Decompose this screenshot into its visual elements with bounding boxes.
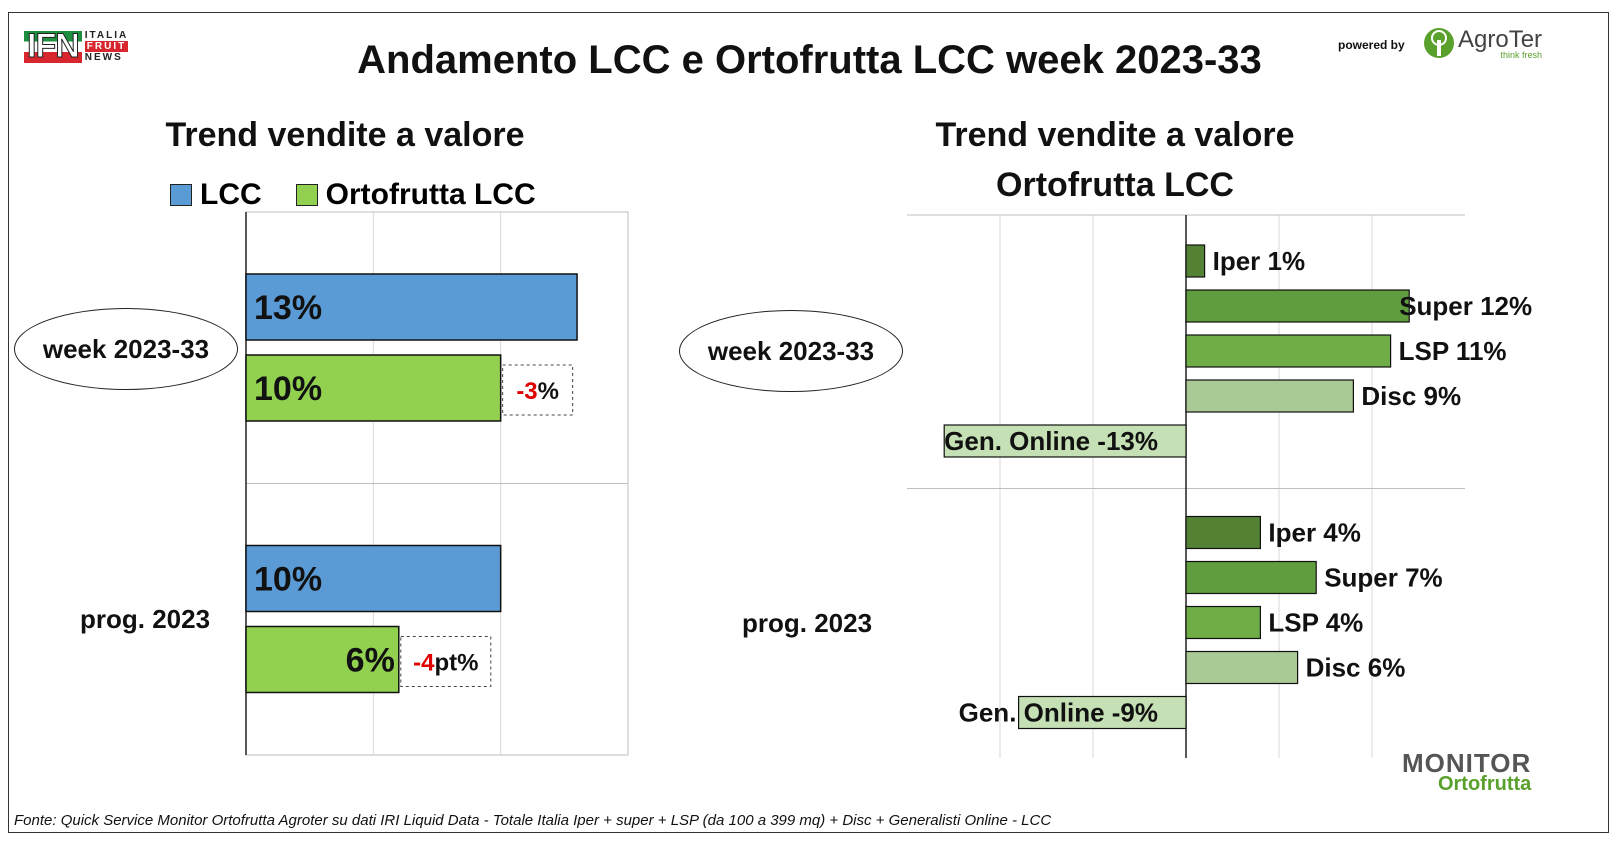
delta-annotation: -4pt% [413,650,478,677]
agroter-logo-tagline: think fresh [1500,50,1543,60]
ifn-logo-words: ITALIA FRUIT NEWS [84,30,129,63]
delta-annotation: -3% [516,378,559,405]
bar-iper [1185,244,1206,278]
ifn-logo-line: ITALIA [84,30,129,41]
bar-value-label: Iper 1% [1213,246,1306,276]
category-label-prog-left: prog. 2023 [80,604,211,634]
bar-lcc [245,544,502,613]
bar-value-label: LSP 11% [1399,336,1507,366]
bar-value-label: 13% [254,289,322,327]
ifn-logo-line: NEWS [84,52,123,63]
bar-value-label: Super 7% [1324,563,1443,593]
legend-item-lcc: LCC [170,178,262,212]
category-label-prog-right: prog. 2023 [742,608,873,638]
bar-value-label: Gen. Online -9% [959,698,1158,728]
bar-ortofrutta [245,354,502,422]
ifn-logo: IFN ITALIA FRUIT NEWS [24,27,129,66]
bar-disc [1185,379,1354,413]
bar-lsp [1185,334,1392,368]
bar-value-label: Gen. Online -13% [944,426,1158,456]
bar-value-label: Disc 6% [1306,653,1406,683]
bar-value-label: 6% [346,642,395,680]
powered-by-label: powered by [1338,38,1405,52]
bar-ortofrutta [245,625,400,694]
agroter-logo: AgroTer think fresh [1422,26,1542,60]
agroter-logo-text: AgroTer think fresh [1458,26,1542,60]
tree-icon [1424,28,1454,58]
ifn-logo-text: IFN [27,27,81,66]
bar-lsp [1185,605,1262,640]
monitor-logo-line1: MONITOR [1402,748,1532,778]
legend-label-lcc: LCC [200,178,262,211]
chart-frame [8,12,1609,833]
monitor-logo: MONITOR Ortofrutta [1402,748,1531,796]
bar-gen-online [943,424,1187,458]
right-chart-title-line2: Ortofrutta LCC [996,166,1234,204]
delta-annotation-box [400,636,492,687]
source-note: Fonte: Quick Service Monitor Ortofrutta … [14,812,1052,829]
bar-value-label: Iper 4% [1268,518,1361,548]
bar-lcc [245,273,578,341]
page-title: Andamento LCC e Ortofrutta LCC week 2023… [357,38,1262,82]
agroter-logo-name: AgroTer [1458,26,1543,53]
legend: LCC Ortofrutta LCC [170,178,570,212]
bar-value-label: Disc 9% [1361,381,1461,411]
ifn-logo-mark: IFN [24,27,82,66]
category-ellipse-week-left: week 2023-33 [14,308,238,390]
legend-swatch-lcc [170,184,192,206]
legend-swatch-ortofrutta [295,184,318,206]
bar-super [1185,560,1317,595]
bar-disc [1185,650,1299,685]
bar-value-label: Super 12% [1399,291,1532,321]
left-chart-title: Trend vendite a valore [165,116,525,154]
bar-value-label: LSP 4% [1268,608,1363,638]
bar-super [1185,289,1410,323]
legend-label-ortofrutta: Ortofrutta LCC [325,178,536,211]
bar-gen-online [1017,695,1187,730]
category-ellipse-week-right: week 2023-33 [679,310,903,392]
legend-item-ortofrutta: Ortofrutta LCC [295,178,536,212]
right-chart-title-line1: Trend vendite a valore [935,116,1295,154]
bar-value-label: 10% [254,370,322,408]
bar-value-label: 10% [254,561,322,599]
delta-annotation-box [502,364,574,416]
bar-iper [1185,515,1262,550]
ifn-logo-line: FRUIT [84,41,129,52]
monitor-logo-line2: Ortofrutta [1437,773,1532,795]
